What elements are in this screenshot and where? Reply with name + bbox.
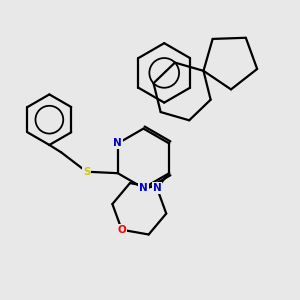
- Text: N: N: [139, 183, 148, 193]
- Text: S: S: [83, 167, 90, 177]
- Text: O: O: [117, 225, 126, 235]
- Text: N: N: [152, 183, 161, 193]
- Text: N: N: [113, 139, 122, 148]
